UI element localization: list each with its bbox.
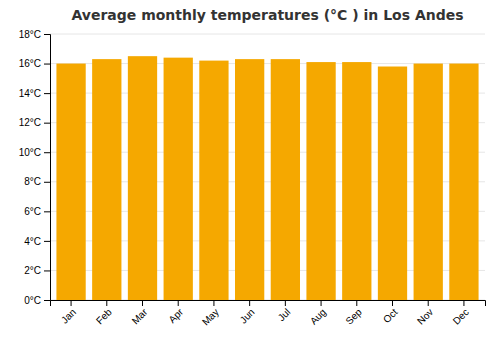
x-tick-label: May <box>200 306 221 327</box>
x-tick-label: Oct <box>381 306 400 325</box>
y-tick: 4°C <box>24 236 50 247</box>
y-tick-mark <box>44 123 50 124</box>
y-tick-label: 10°C <box>19 147 41 158</box>
y-tick-mark <box>44 34 50 35</box>
bar <box>235 59 264 300</box>
y-tick-label: 0°C <box>24 295 41 306</box>
x-tick: Jan <box>59 300 78 326</box>
x-tick: Apr <box>167 300 186 325</box>
x-tick-label: Aug <box>308 306 328 326</box>
y-tick-label: 18°C <box>19 29 41 40</box>
x-tick-mark <box>321 300 322 306</box>
y-tick: 18°C <box>19 29 50 40</box>
x-tick-mark <box>356 300 357 306</box>
x-tick-mark <box>178 300 179 306</box>
bar <box>199 61 228 300</box>
y-tick-mark <box>44 241 50 242</box>
x-tick: May <box>200 300 221 328</box>
x-tick: Oct <box>381 300 400 325</box>
x-tick: Jun <box>238 300 257 326</box>
bar <box>56 64 85 300</box>
y-axis: 0°C 2°C 4°C 6°C 8°C 10°C 12°C 14°C 16°C 18°C <box>19 29 51 306</box>
x-tick: Dec <box>451 300 471 327</box>
y-tick-mark <box>44 152 50 153</box>
y-tick-label: 2°C <box>24 265 41 276</box>
bar <box>342 62 371 300</box>
y-tick-mark <box>44 182 50 183</box>
y-tick: 2°C <box>24 265 50 276</box>
y-tick: 0°C <box>24 295 50 306</box>
x-tick-label: Jan <box>59 306 78 325</box>
x-axis-line <box>51 301 486 307</box>
bar <box>414 64 443 300</box>
y-tick: 6°C <box>24 206 50 217</box>
x-tick-mark <box>71 300 72 306</box>
bar <box>128 56 157 300</box>
plot-area <box>56 56 478 300</box>
x-tick-label: Sep <box>343 306 364 327</box>
y-tick: 10°C <box>19 147 50 158</box>
y-tick-label: 4°C <box>24 236 41 247</box>
chart-title: Average monthly temperatures (°C ) in Lo… <box>71 7 463 23</box>
y-tick-mark <box>44 300 50 301</box>
y-tick-mark <box>44 270 50 271</box>
y-axis-line <box>44 35 51 301</box>
x-tick-mark <box>213 300 214 306</box>
x-tick-mark <box>428 300 429 306</box>
x-tick-label: Jul <box>276 306 293 323</box>
y-tick-label: 6°C <box>24 206 41 217</box>
x-tick-label: Apr <box>167 306 186 325</box>
x-tick-mark <box>392 300 393 306</box>
chart-container: Jan Feb Mar Apr May Jun Jul Aug Sep Oct Nov Dec 0°C 2… <box>0 0 500 350</box>
x-tick-mark <box>142 300 143 306</box>
chart-svg: Jan Feb Mar Apr May Jun Jul Aug Sep Oct Nov Dec 0°C 2… <box>0 0 500 350</box>
y-tick-label: 14°C <box>19 88 41 99</box>
x-tick-label: Mar <box>130 306 150 326</box>
y-tick: 16°C <box>19 58 50 69</box>
x-tick: Jul <box>276 300 293 323</box>
x-tick-mark <box>106 300 107 306</box>
y-tick-label: 16°C <box>19 58 41 69</box>
y-tick: 12°C <box>19 117 50 128</box>
bar <box>271 59 300 300</box>
grid <box>50 34 485 300</box>
bar <box>306 62 335 300</box>
bar <box>378 67 407 300</box>
bar <box>92 59 121 300</box>
x-tick-label: Dec <box>451 306 471 326</box>
x-tick-label: Nov <box>415 306 435 326</box>
y-tick: 8°C <box>24 176 50 187</box>
y-tick-label: 12°C <box>19 117 41 128</box>
grid-line <box>50 34 485 35</box>
x-tick: Mar <box>130 300 150 326</box>
x-tick: Aug <box>308 300 328 327</box>
x-axis: Jan Feb Mar Apr May Jun Jul Aug Sep Oct Nov Dec <box>51 300 486 328</box>
bar <box>449 64 478 300</box>
bar <box>164 58 193 300</box>
y-tick-mark <box>44 93 50 94</box>
x-tick: Feb <box>94 300 114 326</box>
y-tick-mark <box>44 211 50 212</box>
x-tick-mark <box>285 300 286 306</box>
y-tick-mark <box>44 64 50 65</box>
x-tick-label: Feb <box>94 306 114 326</box>
y-tick: 14°C <box>19 88 50 99</box>
y-tick-label: 8°C <box>24 176 41 187</box>
x-tick: Nov <box>415 300 435 327</box>
x-tick-mark <box>463 300 464 306</box>
x-tick-mark <box>249 300 250 306</box>
x-tick-label: Jun <box>238 306 257 325</box>
x-tick: Sep <box>343 300 364 327</box>
